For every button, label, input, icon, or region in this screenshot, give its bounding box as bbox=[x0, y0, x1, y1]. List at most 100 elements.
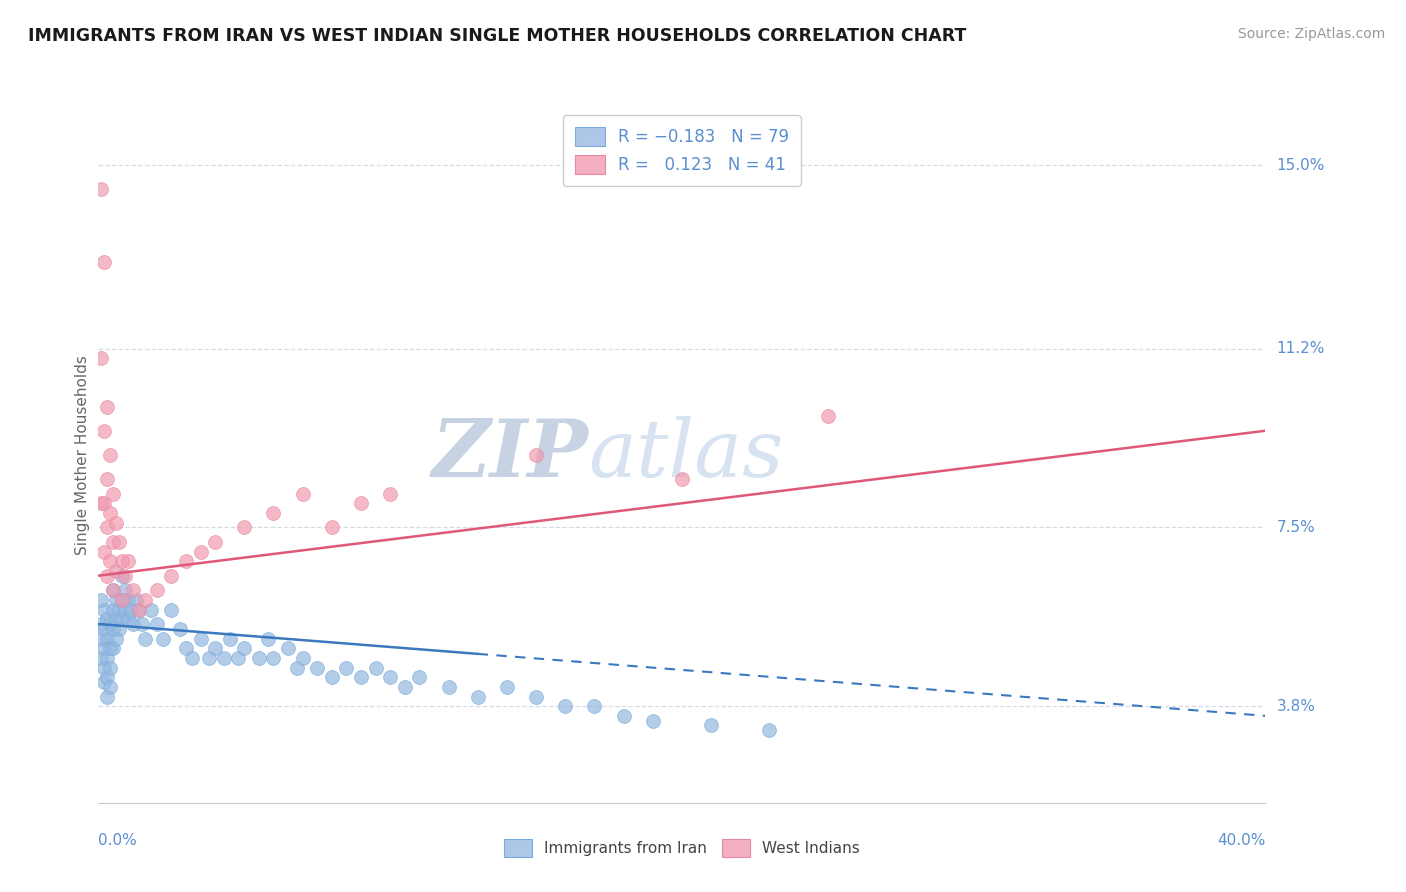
Point bbox=[114, 583, 136, 598]
Point bbox=[98, 617, 121, 632]
Point bbox=[93, 544, 115, 558]
Point bbox=[93, 254, 115, 268]
Point bbox=[111, 568, 134, 582]
Point bbox=[321, 520, 343, 534]
Point bbox=[101, 602, 124, 616]
Point bbox=[117, 554, 139, 568]
Point bbox=[378, 486, 402, 500]
Text: 40.0%: 40.0% bbox=[1218, 833, 1265, 848]
Point bbox=[262, 651, 284, 665]
Point bbox=[335, 660, 357, 674]
Point bbox=[174, 554, 197, 568]
Point bbox=[169, 622, 191, 636]
Point bbox=[90, 351, 112, 366]
Point bbox=[204, 641, 226, 656]
Point bbox=[101, 622, 124, 636]
Point bbox=[111, 612, 134, 626]
Point bbox=[101, 535, 124, 549]
Point bbox=[247, 651, 270, 665]
Point bbox=[96, 690, 118, 704]
Point bbox=[108, 622, 131, 636]
Point bbox=[96, 651, 118, 665]
Point bbox=[152, 632, 174, 646]
Point bbox=[96, 400, 118, 414]
Point bbox=[700, 718, 723, 732]
Point bbox=[228, 651, 250, 665]
Point bbox=[524, 690, 547, 704]
Text: 11.2%: 11.2% bbox=[1277, 341, 1324, 356]
Point bbox=[120, 602, 142, 616]
Point bbox=[93, 602, 115, 616]
Point bbox=[190, 544, 212, 558]
Point bbox=[350, 496, 373, 510]
Point bbox=[93, 641, 115, 656]
Point bbox=[277, 641, 299, 656]
Point bbox=[93, 675, 115, 690]
Point bbox=[111, 592, 134, 607]
Point bbox=[495, 680, 517, 694]
Point bbox=[114, 602, 136, 616]
Point bbox=[104, 612, 127, 626]
Point bbox=[671, 472, 693, 486]
Point bbox=[111, 592, 134, 607]
Point bbox=[256, 632, 278, 646]
Point bbox=[139, 602, 162, 616]
Point bbox=[291, 651, 314, 665]
Text: 3.8%: 3.8% bbox=[1277, 698, 1316, 714]
Point bbox=[321, 670, 343, 684]
Point bbox=[104, 592, 127, 607]
Point bbox=[350, 670, 373, 684]
Point bbox=[104, 632, 127, 646]
Point bbox=[146, 583, 169, 598]
Point bbox=[93, 496, 115, 510]
Point bbox=[218, 632, 240, 646]
Point bbox=[93, 660, 115, 674]
Point bbox=[817, 409, 839, 424]
Point bbox=[90, 632, 112, 646]
Point bbox=[307, 660, 329, 674]
Point bbox=[378, 670, 402, 684]
Point bbox=[98, 506, 121, 520]
Point bbox=[101, 583, 124, 598]
Point bbox=[204, 535, 226, 549]
Point bbox=[467, 690, 489, 704]
Point bbox=[101, 486, 124, 500]
Point bbox=[174, 641, 197, 656]
Point bbox=[101, 641, 124, 656]
Point bbox=[96, 612, 118, 626]
Text: 7.5%: 7.5% bbox=[1277, 520, 1315, 535]
Point bbox=[108, 535, 131, 549]
Point bbox=[98, 680, 121, 694]
Point bbox=[583, 699, 606, 714]
Point bbox=[122, 617, 145, 632]
Point bbox=[90, 651, 112, 665]
Point bbox=[160, 602, 183, 616]
Point bbox=[93, 424, 115, 438]
Point bbox=[394, 680, 416, 694]
Point bbox=[98, 554, 121, 568]
Point bbox=[98, 660, 121, 674]
Point bbox=[190, 632, 212, 646]
Point bbox=[96, 632, 118, 646]
Point bbox=[554, 699, 576, 714]
Point bbox=[98, 448, 121, 462]
Point bbox=[134, 592, 156, 607]
Point bbox=[524, 448, 547, 462]
Text: 0.0%: 0.0% bbox=[98, 833, 138, 848]
Point bbox=[93, 622, 115, 636]
Point bbox=[117, 592, 139, 607]
Point bbox=[117, 612, 139, 626]
Point bbox=[437, 680, 460, 694]
Legend: Immigrants from Iran, West Indians: Immigrants from Iran, West Indians bbox=[496, 832, 868, 864]
Point bbox=[198, 651, 221, 665]
Point bbox=[758, 723, 780, 738]
Point bbox=[108, 602, 131, 616]
Point bbox=[212, 651, 235, 665]
Point bbox=[364, 660, 387, 674]
Point bbox=[291, 486, 314, 500]
Point bbox=[180, 651, 202, 665]
Point bbox=[96, 520, 118, 534]
Point bbox=[125, 592, 148, 607]
Point bbox=[641, 714, 664, 728]
Point bbox=[134, 632, 156, 646]
